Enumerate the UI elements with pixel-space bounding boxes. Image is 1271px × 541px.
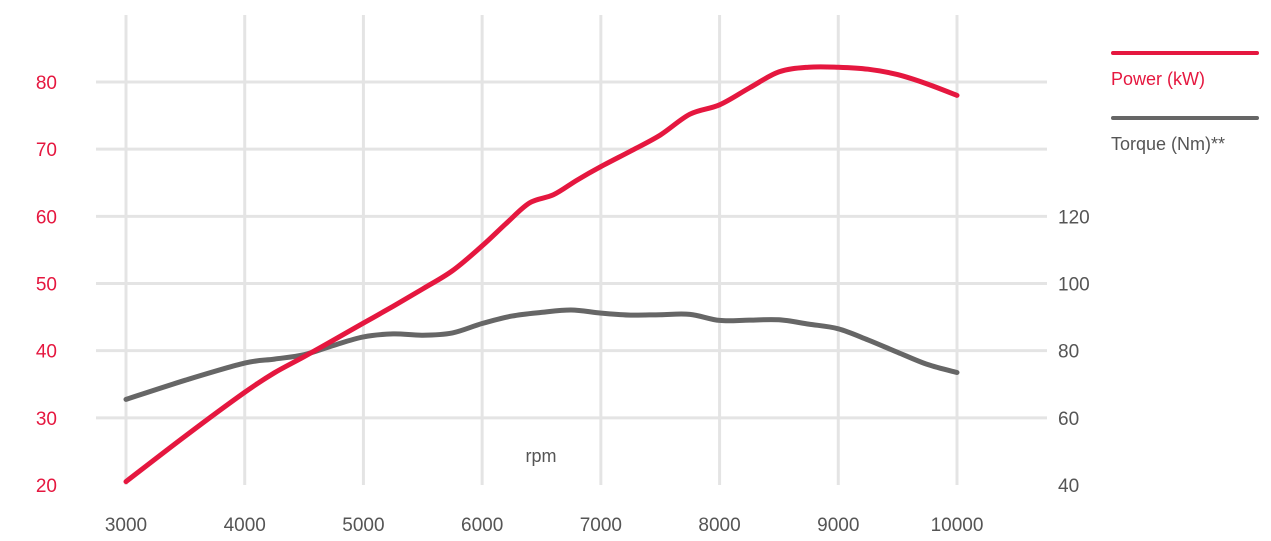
y-left-tick-label: 30 bbox=[36, 409, 57, 430]
x-tick-label: 6000 bbox=[461, 515, 503, 536]
y-left-tick-label: 70 bbox=[36, 140, 57, 161]
x-tick-label: 4000 bbox=[224, 515, 266, 536]
legend-swatch-power bbox=[1111, 51, 1259, 55]
y-right-tick-label: 60 bbox=[1058, 409, 1079, 430]
legend-swatch-torque bbox=[1111, 116, 1259, 120]
axis-ticks: 3000 4000 5000 6000 7000 8000 9000 10000 20 30 40 5… bbox=[36, 73, 1090, 536]
x-tick-label: 5000 bbox=[342, 515, 384, 536]
x-axis-label: rpm bbox=[526, 446, 557, 466]
y-right-tick-label: 100 bbox=[1058, 275, 1090, 296]
y-right-tick-label: 40 bbox=[1058, 476, 1079, 497]
series-lines bbox=[123, 64, 960, 485]
series-line-power bbox=[123, 64, 960, 485]
x-tick-label: 3000 bbox=[105, 515, 147, 536]
x-tick-label: 9000 bbox=[817, 515, 859, 536]
x-tick-label: 8000 bbox=[698, 515, 740, 536]
y-left-tick-label: 20 bbox=[36, 476, 57, 497]
y-left-tick-label: 50 bbox=[36, 275, 57, 296]
legend-item-torque: Torque (Nm)** bbox=[1111, 116, 1259, 155]
y-right-tick-label: 80 bbox=[1058, 342, 1079, 363]
legend-label-torque: Torque (Nm)** bbox=[1111, 134, 1226, 154]
y-left-tick-label: 80 bbox=[36, 73, 57, 94]
grid bbox=[96, 15, 1047, 485]
y-right-tick-label: 120 bbox=[1058, 207, 1090, 228]
y-left-tick-label: 40 bbox=[36, 342, 57, 363]
y-left-tick-label: 60 bbox=[36, 207, 57, 228]
legend-item-power: Power (kW) bbox=[1111, 51, 1259, 90]
legend-label-power: Power (kW) bbox=[1111, 69, 1205, 89]
x-tick-label: 7000 bbox=[580, 515, 622, 536]
x-tick-label: 10000 bbox=[931, 515, 984, 536]
